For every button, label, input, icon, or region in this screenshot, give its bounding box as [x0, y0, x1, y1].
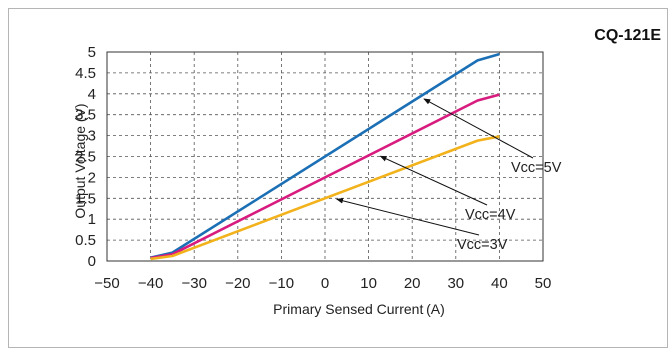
annotation-label-vcc-5v: Vcc=5V: [511, 160, 562, 176]
annotation-arrow: [423, 98, 534, 159]
chart-frame: Vcc=5V Vcc=4V Vcc=3V −50 −40 −30 −20 −10 0 10 20 3…: [8, 8, 668, 348]
x-tick-label: 40: [491, 275, 508, 292]
y-tick-label: 3: [88, 128, 96, 145]
y-tick-label: 2.5: [75, 149, 96, 166]
series-line-vcc-3v: [150, 135, 500, 261]
x-tick-label: 10: [360, 275, 377, 292]
y-tick-label: 4: [88, 86, 96, 103]
axis-layer: [106, 51, 544, 262]
y-tick-label: 5: [88, 44, 96, 61]
y-tick-label: 1.5: [75, 190, 96, 207]
x-tick-label: 30: [447, 275, 464, 292]
x-tick-label: 20: [404, 275, 421, 292]
x-tick-label: −50: [94, 275, 119, 292]
x-axis-title: Primary Sensed Current (A): [273, 301, 445, 317]
plot-border: [106, 51, 544, 262]
annotation-label-vcc-4v: Vcc=4V: [465, 207, 516, 223]
annotation-layer: Vcc=5V Vcc=4V Vcc=3V: [336, 98, 562, 253]
x-tick-label: −30: [181, 275, 206, 292]
annotation-arrow: [379, 155, 488, 206]
x-tick-label: −40: [138, 275, 163, 292]
y-tick-label: 3.5: [75, 107, 96, 124]
tick-label-layer: −50 −40 −30 −20 −10 0 10 20 30 40 50 0 0.5 1 1.5 2 2.5 3 3…: [75, 44, 551, 292]
annotation-arrow: [336, 198, 480, 236]
y-tick-label: 2: [88, 169, 96, 186]
y-tick-label: 4.5: [75, 65, 96, 82]
y-tick-label: 0.5: [75, 232, 96, 249]
x-tick-label: −20: [225, 275, 250, 292]
annotation-label-vcc-3v: Vcc=3V: [457, 237, 508, 253]
y-axis-title: Output Voltage (V): [72, 103, 88, 218]
x-tick-label: 0: [321, 275, 329, 292]
y-tick-label: 0: [88, 253, 96, 270]
x-tick-label: 50: [535, 275, 552, 292]
chart-title: CQ-121E: [594, 27, 661, 44]
x-tick-label: −10: [269, 275, 294, 292]
y-tick-label: 1: [88, 211, 96, 228]
series-layer: [150, 52, 500, 261]
